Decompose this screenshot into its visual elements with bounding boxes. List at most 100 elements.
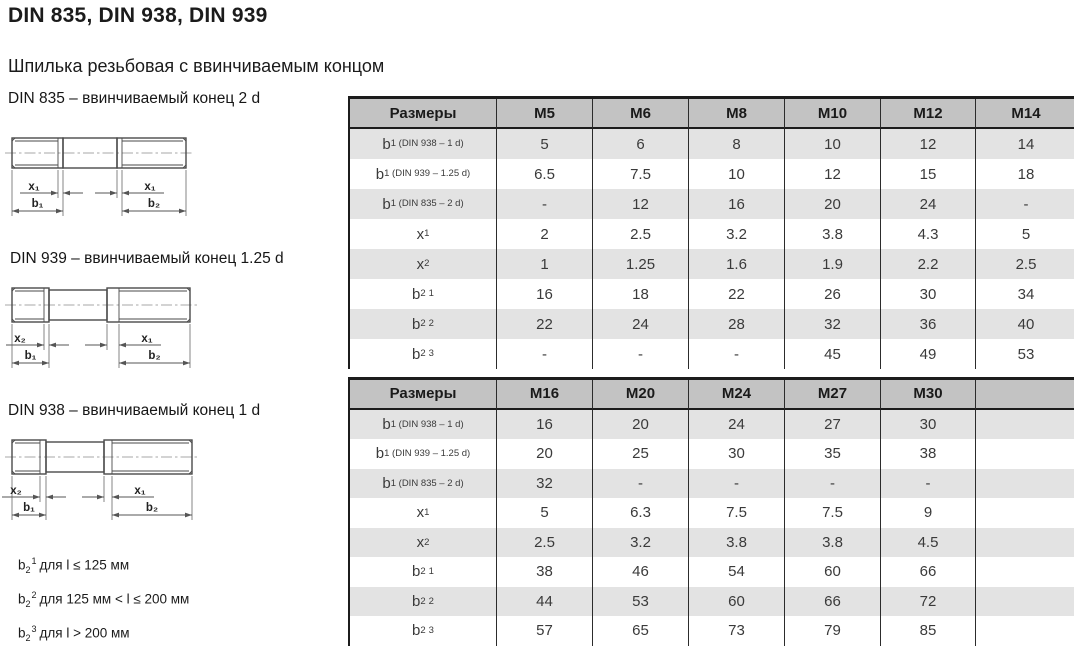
- header-cell-M10: M10: [784, 99, 880, 129]
- table-cell: 3.2: [592, 527, 688, 557]
- table-cell: 3.2: [688, 219, 784, 249]
- row-label-base: b: [412, 315, 421, 333]
- table-cell: 4.5: [880, 527, 975, 557]
- footnote-b2-3: b23 для l > 200 мм: [18, 624, 130, 643]
- table-cell: 38: [880, 439, 975, 469]
- spec-table-m5-m14: Размеры M5 M6 M8 M10 M12 M14 b 1 (DIN 938 – 1 d)…: [348, 96, 1074, 369]
- row-label-base: b: [412, 563, 421, 581]
- table-cell: 2.5: [496, 527, 592, 557]
- row-label-base: b: [412, 345, 421, 363]
- table-cell: 16: [496, 409, 592, 439]
- footnote-sup: 1: [31, 556, 37, 566]
- table-cell: 16: [496, 279, 592, 309]
- table-cell: 15: [880, 159, 975, 189]
- table-cell: 46: [592, 557, 688, 587]
- table-cell: 73: [688, 616, 784, 646]
- table-cell: 10: [688, 159, 784, 189]
- table-cell: -: [496, 339, 592, 369]
- dim-label-x-right: x₁: [134, 485, 145, 497]
- row-label-sup: 2: [428, 318, 434, 330]
- header-cell-M5: M5: [496, 99, 592, 129]
- row-label-sub: 1 (DIN 938 – 1 d): [390, 138, 464, 150]
- dim-label-b2: b₂: [148, 350, 160, 362]
- table-cell: 34: [975, 279, 1074, 309]
- footnote-sub: 2: [25, 599, 31, 610]
- table-cell: 16: [688, 189, 784, 219]
- table-cell: 49: [880, 339, 975, 369]
- table-cell: 22: [688, 279, 784, 309]
- table-cell: 4.3: [880, 219, 975, 249]
- drawing-caption-din938: DIN 938 – ввинчиваемый конец 1 d: [8, 402, 261, 419]
- row-label-sub: 1 (DIN 835 – 2 d): [390, 198, 464, 210]
- row-label-base: b: [412, 285, 421, 303]
- table-cell: 20: [592, 409, 688, 439]
- table-cell: [975, 468, 1074, 498]
- table-cell: 38: [496, 557, 592, 587]
- table-cell: 6: [592, 129, 688, 159]
- row-label-base: x: [416, 225, 425, 243]
- table-cell: 53: [592, 586, 688, 616]
- table-cell: 6.3: [592, 498, 688, 528]
- row-label-sub: 1 (DIN 938 – 1 d): [390, 418, 464, 430]
- table-cell: [975, 409, 1074, 439]
- table-cell: 2.5: [592, 219, 688, 249]
- table-cell: 20: [784, 189, 880, 219]
- table-cell: 79: [784, 616, 880, 646]
- row-label-sub: 1 (DIN 939 – 1.25 d): [384, 168, 471, 180]
- table-cell: 1.9: [784, 249, 880, 279]
- row-label-sub: 1: [424, 228, 430, 240]
- table-cell: -: [592, 468, 688, 498]
- header-cell-M12: M12: [880, 99, 975, 129]
- table-cell: 32: [496, 468, 592, 498]
- table-cell: 8: [688, 129, 784, 159]
- footnote-sup: 2: [31, 590, 37, 600]
- footnote-sup: 3: [31, 624, 37, 634]
- row-label-sub: 1 (DIN 939 – 1.25 d): [384, 448, 471, 459]
- row-label-base: b: [412, 592, 421, 610]
- row-label-sub: 2: [424, 258, 430, 270]
- row-label-sup: 3: [428, 348, 434, 360]
- header-cell-M14: M14: [975, 99, 1074, 129]
- table-cell: 28: [688, 309, 784, 339]
- dim-label-x-right: x₁: [144, 181, 155, 193]
- table-cell: -: [784, 468, 880, 498]
- footnote-base: b: [18, 591, 26, 607]
- table-cell: [975, 616, 1074, 646]
- table-cell: 2: [496, 219, 592, 249]
- table-cell: 1.25: [592, 249, 688, 279]
- page-title: DIN 835, DIN 938, DIN 939: [8, 4, 268, 27]
- row-label-sub: 2: [420, 595, 426, 607]
- stud-drawing-din938: x₂ x₁ b₁ b₂: [2, 439, 199, 520]
- table-cell: 7.5: [784, 498, 880, 528]
- table-cell: 5: [975, 219, 1074, 249]
- footnote-text: для l > 200 мм: [39, 625, 130, 641]
- table-cell: [975, 498, 1074, 528]
- row-label-sup: 2: [428, 595, 434, 607]
- table-cell: 60: [688, 586, 784, 616]
- table-cell: -: [688, 339, 784, 369]
- table-cell: 36: [880, 309, 975, 339]
- table-cell: 65: [592, 616, 688, 646]
- table-cell: 30: [880, 409, 975, 439]
- row-label-base: x: [416, 533, 425, 551]
- header-cell-M20: M20: [592, 380, 688, 410]
- dim-label-b1: b₁: [25, 350, 37, 362]
- table-cell: 9: [880, 498, 975, 528]
- table-cell: 20: [496, 439, 592, 469]
- page-subtitle: Шпилька резьбовая с ввинчиваемым концом: [8, 56, 385, 76]
- table-cell: 12: [592, 189, 688, 219]
- table-cell: 2.2: [880, 249, 975, 279]
- table-cell: [975, 557, 1074, 587]
- table-cell: 24: [592, 309, 688, 339]
- table-cell: -: [975, 189, 1074, 219]
- table-cell: 26: [784, 279, 880, 309]
- table-cell: 7.5: [592, 159, 688, 189]
- table-cell: 72: [880, 586, 975, 616]
- table-cell: 40: [975, 309, 1074, 339]
- header-cell-M24: M24: [688, 380, 784, 410]
- row-label-base: b: [382, 195, 391, 213]
- stud-drawing-din939: x₂ x₁ b₁ b₂: [5, 287, 197, 368]
